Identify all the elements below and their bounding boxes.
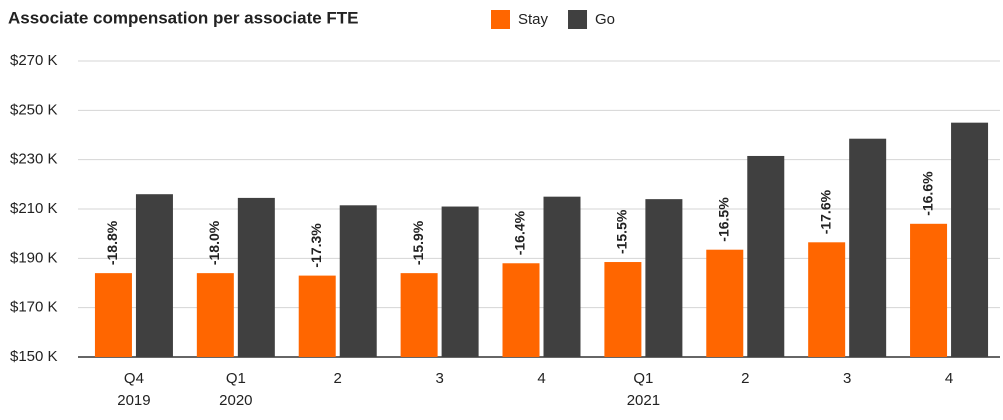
bar <box>645 199 683 357</box>
bar <box>604 262 642 357</box>
gap-label: -17.3% <box>308 223 324 268</box>
bar <box>94 273 132 357</box>
gap-label: -15.5% <box>614 209 630 254</box>
bar <box>135 194 173 357</box>
bar <box>441 206 479 357</box>
x-tick-label: 4 <box>945 370 953 387</box>
y-tick-label: $210 K <box>10 200 58 217</box>
gap-label: -18.0% <box>206 220 222 265</box>
gap-label: -16.6% <box>919 171 935 216</box>
bar <box>747 155 785 357</box>
y-tick-label: $150 K <box>10 348 58 365</box>
legend-swatch <box>568 10 588 29</box>
gap-label: -17.6% <box>817 189 833 234</box>
legend-label: Stay <box>518 11 549 28</box>
bar <box>196 273 234 357</box>
x-tick-label: 3 <box>843 370 851 387</box>
gap-label: -18.8% <box>104 220 120 265</box>
bar <box>543 196 581 357</box>
y-tick-label: $190 K <box>10 249 58 266</box>
bar <box>298 275 336 357</box>
y-tick-label: $250 K <box>10 101 58 118</box>
x-tick-label: Q1 2020 <box>219 370 252 409</box>
y-tick-label: $170 K <box>10 299 58 316</box>
chart-title: Associate compensation per associate FTE <box>8 8 359 27</box>
bar <box>808 242 846 357</box>
x-tick-label: 4 <box>537 370 545 387</box>
x-tick-label: 3 <box>435 370 443 387</box>
x-tick-label: 2 <box>334 370 342 387</box>
bar <box>910 223 948 357</box>
legend-swatch <box>491 10 510 29</box>
gap-label: -16.5% <box>715 197 731 242</box>
y-tick-label: $270 K <box>10 52 58 69</box>
bar <box>400 273 438 357</box>
bar <box>849 138 887 357</box>
x-tick-label: Q1 2021 <box>627 370 660 409</box>
gap-label: -16.4% <box>512 210 528 255</box>
bar <box>951 122 989 358</box>
bar <box>502 263 540 357</box>
x-tick-label: 2 <box>741 370 749 387</box>
y-tick-label: $230 K <box>10 151 58 168</box>
bar <box>339 205 377 357</box>
bar <box>237 197 275 357</box>
bar <box>706 249 744 357</box>
legend-label: Go <box>595 11 615 28</box>
gap-label: -15.9% <box>410 220 426 265</box>
x-tick-label: Q4 2019 <box>117 370 150 409</box>
